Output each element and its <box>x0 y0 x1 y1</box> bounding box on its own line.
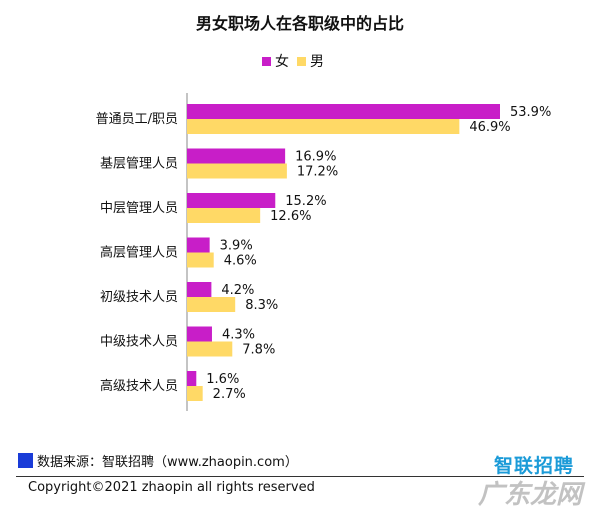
data-label-female: 53.9% <box>510 105 551 120</box>
zhaopin-logo: 智联招聘 <box>494 455 575 477</box>
category-label: 基层管理人员 <box>100 157 178 172</box>
bar-female <box>187 237 210 253</box>
source-marker <box>18 453 33 468</box>
legend: 女 男 <box>262 51 324 71</box>
category-label: 中层管理人员 <box>100 201 178 216</box>
bar-female <box>187 148 286 164</box>
bar-female <box>187 104 500 119</box>
bar-male <box>187 297 236 312</box>
bar-female <box>187 193 276 208</box>
legend-swatch-female <box>262 56 271 66</box>
category-label: 中级技术人员 <box>100 335 178 350</box>
footer-divider <box>16 476 584 477</box>
data-label-male: 17.2% <box>297 165 338 180</box>
category-label: 普通员工/职员 <box>96 112 178 127</box>
data-label-female: 15.2% <box>285 194 326 209</box>
watermark: 广东龙网 <box>478 480 583 510</box>
legend-item-female: 女 <box>262 51 289 71</box>
data-label-male: 7.8% <box>242 343 275 358</box>
data-label-female: 4.3% <box>222 328 255 343</box>
legend-label-female: 女 <box>275 54 289 70</box>
bar-chart: 普通员工/职员 53.9%46.9% 基层管理人员 16.9%17.2% 中层管理人员 1… <box>96 93 551 411</box>
bar-female <box>187 326 212 342</box>
bar-female <box>187 371 197 386</box>
bar-male <box>187 163 287 179</box>
source-text: 数据来源：智联招聘（www.zhaopin.com） <box>37 455 298 470</box>
category-label: 高级技术人员 <box>100 378 178 394</box>
data-label-female: 3.9% <box>220 239 253 254</box>
legend-swatch-male <box>297 56 306 66</box>
data-label-female: 1.6% <box>206 372 239 387</box>
chart-title: 男女职场人在各职级中的占比 <box>195 14 404 33</box>
data-label-male: 4.6% <box>224 254 257 269</box>
category-label: 初级技术人员 <box>100 290 178 305</box>
category-label: 高层管理人员 <box>100 245 178 261</box>
data-label-male: 2.7% <box>213 387 246 402</box>
legend-item-male: 男 <box>297 51 324 71</box>
bar-male <box>187 119 460 134</box>
data-label-female: 4.2% <box>221 283 254 298</box>
copyright-text: Copyright©2021 zhaopin all rights reserv… <box>28 480 315 495</box>
bar-male <box>187 252 214 268</box>
bar-female <box>187 282 212 297</box>
bar-male <box>187 386 203 401</box>
legend-label-male: 男 <box>310 54 324 70</box>
data-label-male: 46.9% <box>469 120 510 135</box>
data-label-female: 16.9% <box>295 150 336 165</box>
data-label-male: 8.3% <box>245 298 278 313</box>
data-source: 数据来源：智联招聘（www.zhaopin.com） <box>18 451 298 470</box>
data-label-male: 12.6% <box>270 209 311 224</box>
bar-male <box>187 341 233 357</box>
bar-male <box>187 208 261 223</box>
